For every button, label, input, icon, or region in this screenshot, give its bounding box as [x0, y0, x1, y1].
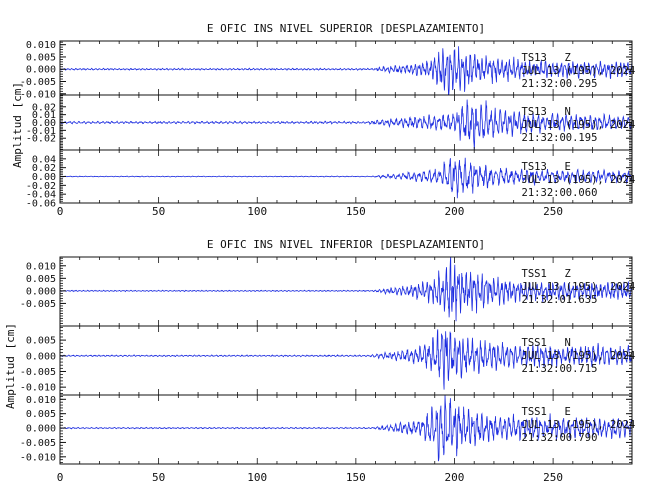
y-tick-label: 0.02: [32, 163, 56, 174]
y-tick-label: 0.010: [26, 395, 56, 406]
y-tick-label: 0.000: [26, 351, 56, 362]
x-tick-label: 200: [445, 471, 465, 484]
y-tick-label: -0.04: [26, 190, 56, 201]
x-tick-label: 50: [152, 471, 165, 484]
x-tick-label: 250: [543, 471, 563, 484]
y-tick-label: 0.04: [32, 154, 56, 165]
station-label: TS13: [522, 161, 547, 173]
station-label: TSS1: [522, 406, 547, 418]
date-label: JUL 13 (195), 2024: [522, 281, 636, 293]
date-label: JUL 13 (195), 2024: [522, 65, 636, 77]
waveform-trace: [59, 46, 633, 96]
y-tick-label: 0.000: [26, 65, 56, 76]
station-label: TS13: [522, 106, 547, 118]
y-tick-label: 0.010: [26, 261, 56, 272]
chart-lower-level: E OFIC INS NIVEL INFERIOR [DESPLAZAMIENT…: [4, 238, 635, 484]
y-tick-label: 0.005: [26, 409, 56, 420]
y-tick-label: -0.005: [20, 77, 56, 88]
y-tick-label: 0.010: [26, 40, 56, 51]
y-tick-label: -0.010: [20, 452, 56, 463]
component-label: E: [565, 161, 571, 173]
y-tick-label: 0.01: [32, 110, 56, 121]
component-label: N: [565, 337, 571, 349]
y-tick-label: -0.06: [26, 199, 56, 210]
y-tick-label: -0.02: [26, 181, 56, 192]
waveform-trace: [59, 99, 633, 151]
x-tick-label: 150: [346, 471, 366, 484]
date-label: JUL 13 (195), 2024: [522, 119, 636, 131]
x-tick-label: 200: [445, 205, 465, 218]
y-tick-label: -0.02: [26, 134, 56, 145]
waveform-trace: [59, 329, 633, 390]
y-tick-label: 0.00: [32, 172, 56, 183]
time-label: 21:32:00.790: [522, 432, 598, 444]
chart-title: E OFIC INS NIVEL INFERIOR [DESPLAZAMIENT…: [207, 238, 485, 251]
y-tick-label: -0.01: [26, 126, 56, 137]
time-label: 21:32:01.635: [522, 294, 598, 306]
y-tick-label: -0.005: [20, 367, 56, 378]
waveform-trace: [59, 256, 633, 322]
component-label: E: [565, 406, 571, 418]
y-tick-label: 0.005: [26, 336, 56, 347]
x-tick-label: 0: [57, 471, 64, 484]
time-label: 21:32:00.060: [522, 187, 598, 199]
time-label: 21:32:00.195: [522, 132, 598, 144]
waveform-trace: [59, 394, 633, 462]
y-axis-label: Amplitud [cm]: [11, 82, 24, 168]
y-tick-label: 0.005: [26, 274, 56, 285]
y-axis-label: Amplitud [cm]: [4, 323, 17, 409]
x-tick-label: 100: [247, 471, 267, 484]
chart-title: E OFIC INS NIVEL SUPERIOR [DESPLAZAMIENT…: [207, 22, 485, 35]
y-tick-label: 0.02: [32, 102, 56, 113]
y-tick-label: 0.000: [26, 286, 56, 297]
panel-frame: [59, 394, 633, 465]
time-label: 21:32:00.295: [522, 78, 598, 90]
y-tick-label: -0.005: [20, 299, 56, 310]
waveform-trace: [59, 157, 633, 199]
x-tick-label: 100: [247, 205, 267, 218]
x-tick-label: 50: [152, 205, 165, 218]
y-tick-label: -0.005: [20, 438, 56, 449]
component-label: Z: [565, 52, 571, 64]
x-tick-label: 250: [543, 205, 563, 218]
component-label: N: [565, 106, 571, 118]
component-label: Z: [565, 268, 571, 280]
station-label: TSS1: [522, 268, 547, 280]
date-label: JUL 13 (195), 2024: [522, 350, 636, 362]
y-tick-label: 0.00: [32, 118, 56, 129]
x-tick-label: 0: [57, 205, 64, 218]
chart-upper-level: E OFIC INS NIVEL SUPERIOR [DESPLAZAMIENT…: [11, 22, 635, 218]
y-tick-label: 0.000: [26, 424, 56, 435]
date-label: JUL 13 (195), 2024: [522, 174, 636, 186]
y-tick-label: -0.010: [20, 383, 56, 394]
y-tick-label: -0.010: [20, 89, 56, 100]
x-tick-label: 150: [346, 205, 366, 218]
y-tick-label: 0.005: [26, 52, 56, 63]
station-label: TS13: [522, 52, 547, 64]
time-label: 21:32:00.715: [522, 363, 598, 375]
date-label: JUL 13 (195), 2024: [522, 419, 636, 431]
station-label: TSS1: [522, 337, 547, 349]
